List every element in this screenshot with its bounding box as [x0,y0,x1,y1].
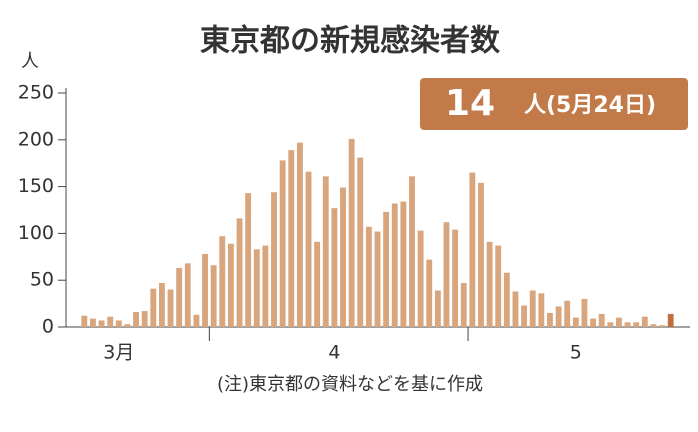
bar [296,142,303,327]
bar [434,290,441,327]
bar [288,150,295,327]
bar [400,201,407,327]
bar [607,322,614,327]
bar [262,245,269,327]
bar [391,203,398,327]
chart-title: 東京都の新規感染者数 [200,24,501,59]
bar [133,312,139,327]
y-tick-label: 200 [18,128,54,150]
bar [227,243,234,327]
bar [305,171,312,327]
bar [383,211,390,327]
bar [176,268,183,327]
x-tick-label: 4 [328,342,340,364]
bar [150,288,157,327]
bar [624,322,631,327]
bar [141,311,148,327]
bar [314,241,321,327]
bar [245,193,252,327]
badge-box [420,78,688,130]
bar [512,291,519,327]
bar [521,305,528,327]
note: (注)東京都の資料などを基に作成 [217,374,483,395]
bar [503,272,510,327]
bar [417,230,424,327]
bar [365,226,372,327]
y-tick-label: 50 [30,269,54,291]
bar [572,317,579,327]
bar [460,283,467,327]
bar [495,245,502,327]
bar [564,300,571,327]
bar [581,298,588,327]
bar [590,318,597,327]
bar [236,218,243,327]
bar [598,313,605,327]
bar [210,265,217,327]
bar [81,315,88,327]
bar [184,263,191,327]
bar [331,208,338,327]
y-tick-label: 250 [18,82,54,104]
bar [348,138,355,327]
bar [167,289,174,327]
bar [426,259,433,327]
badge-label: 人(5月24日) [524,93,656,118]
bar [115,320,122,327]
bar [158,283,165,327]
bar [193,314,200,327]
y-tick-label: 100 [18,222,54,244]
badge-value: 14 [445,83,495,124]
bar [98,320,105,327]
bar [555,306,562,327]
bar [641,316,648,327]
bar [107,316,114,327]
bar [409,176,415,327]
bar [340,187,346,327]
bar [478,182,484,327]
bar [443,222,450,327]
x-tick-label: 3月 [103,342,134,364]
bar [202,253,208,327]
bar [452,229,459,327]
bar [219,236,226,327]
bar [279,160,286,327]
y-unit: 人 [21,51,39,72]
y-tick-label: 150 [18,175,54,197]
bar [90,318,96,327]
bar [253,249,260,327]
bar [616,317,622,327]
bar [529,290,536,327]
bar [659,325,665,327]
bar [650,324,657,327]
bar [469,172,476,327]
bar [667,313,674,327]
bar [357,157,364,327]
bar [374,231,381,327]
x-tick-label: 5 [570,342,582,364]
bar [124,324,131,327]
bar [538,293,545,327]
bar [633,322,640,327]
bar [486,241,493,327]
bar [271,192,277,327]
y-tick-label: 0 [42,316,54,338]
bar [322,176,329,327]
bar [547,312,553,327]
